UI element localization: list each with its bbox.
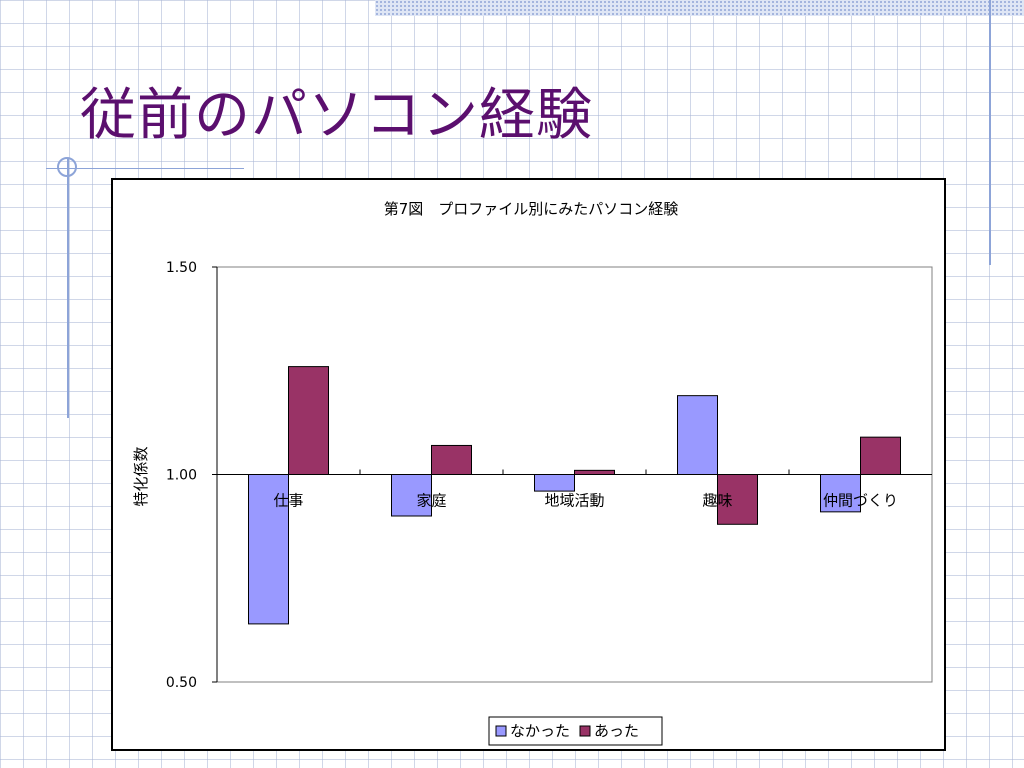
bar-nakatta (534, 474, 575, 492)
title-underline (46, 168, 244, 169)
x-category-label: 仕事 (273, 492, 303, 510)
bar-atta (574, 469, 615, 476)
slide-title: 従前のパソコン経験 (80, 83, 593, 148)
x-category-label: 地域活動 (544, 492, 604, 510)
legend-label: あった (594, 722, 639, 740)
left-decorative-line (67, 158, 69, 418)
x-category-label: 家庭 (416, 492, 446, 510)
bar-nakatta (677, 395, 718, 475)
chart: 第7図 プロファイル別にみたパソコン経験 特化係数 0.50 1.00 1.50 仕事… (132, 200, 933, 746)
plot-area: 0.50 1.00 1.50 仕事 家庭 地域活動 趣味 仲間づくり (166, 260, 933, 691)
top-decorative-band (375, 0, 1024, 16)
legend-swatch (495, 725, 507, 737)
bar-atta (431, 444, 472, 476)
legend-swatch (579, 725, 591, 737)
bar-nakatta (391, 474, 432, 517)
x-category-label: 仲間づくり (823, 492, 898, 510)
legend-label: なかった (510, 722, 570, 740)
decorative-ring (57, 157, 77, 177)
y-tick-label: 0.50 (166, 675, 197, 691)
bar-atta (717, 474, 758, 525)
chart-frame: 第7図 プロファイル別にみたパソコン経験 特化係数 0.50 1.00 1.50 仕事… (111, 178, 946, 751)
legend-box (488, 716, 663, 746)
right-decorative-line (989, 0, 991, 265)
y-axis-label: 特化係数 (132, 446, 150, 506)
legend: なかった あった (488, 716, 663, 746)
bar-atta (860, 436, 901, 475)
y-tick-label: 1.00 (166, 468, 197, 484)
x-category-label: 趣味 (702, 492, 732, 510)
bar-nakatta (248, 474, 289, 625)
y-tick-label: 1.50 (166, 260, 197, 276)
bar-nakatta (820, 474, 861, 513)
bar-atta (288, 366, 329, 476)
chart-title: 第7図 プロファイル別にみたパソコン経験 (384, 200, 679, 218)
